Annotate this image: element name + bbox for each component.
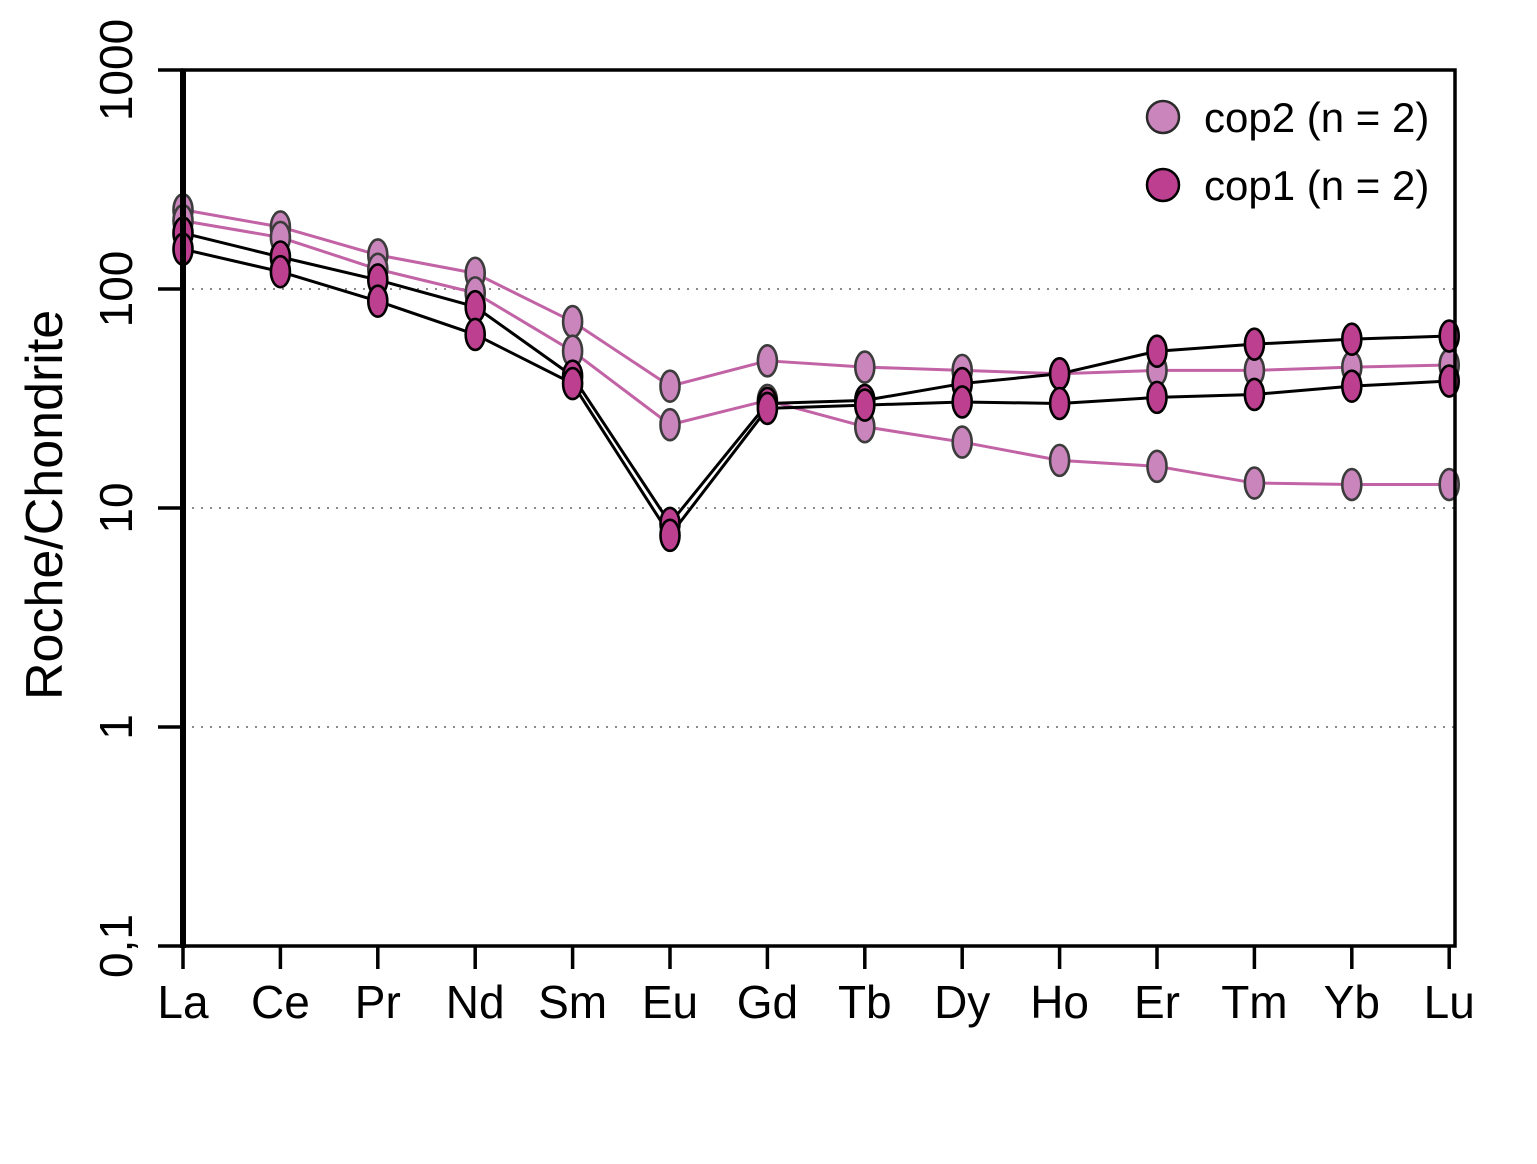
- marker-cop1-Nd: [464, 289, 487, 324]
- y-axis-ticks: [158, 68, 183, 948]
- x-tick-label-Ho: Ho: [1030, 976, 1089, 1028]
- marker-cop1-Tm: [1243, 327, 1266, 361]
- marker-cop1-Dy: [951, 385, 974, 419]
- gridlines: [183, 288, 1455, 728]
- x-axis-ticks: [181, 946, 1451, 969]
- marker-cop1-Sm: [561, 366, 584, 401]
- marker-cop1-Yb: [1341, 369, 1363, 403]
- y-axis-labels: 1000 100 10 1 0,1: [90, 19, 142, 978]
- marker-cop2-Eu: [659, 369, 681, 403]
- marker-cop1-Ho: [1048, 357, 1071, 391]
- x-tick-label-La: La: [157, 976, 209, 1028]
- x-tick-label-Ce: Ce: [251, 976, 310, 1028]
- x-tick-label-Tb: Tb: [838, 976, 892, 1028]
- x-tick-label-Yb: Yb: [1324, 976, 1380, 1028]
- series-line-cop1-sample-2: [182, 247, 1450, 537]
- x-tick-label-Er: Er: [1134, 976, 1180, 1028]
- marker-cop2-Er: [1146, 449, 1168, 484]
- marker-cop1-Tm: [1243, 377, 1266, 412]
- series-line-cop2-sample-1: [182, 208, 1450, 388]
- legend-marker-cop2-icon: [1145, 99, 1181, 135]
- x-tick-label-Pr: Pr: [355, 976, 401, 1028]
- x-tick-label-Lu: Lu: [1424, 976, 1475, 1028]
- series-line-cop2-sample-2: [182, 219, 1450, 487]
- marker-cop2-Ho: [1048, 443, 1071, 478]
- y-axis-title: Roche/Chondrite: [16, 310, 74, 700]
- x-tick-label-Dy: Dy: [934, 976, 990, 1028]
- x-tick-label-Gd: Gd: [737, 976, 798, 1028]
- legend-label-cop1: cop1 (n = 2): [1204, 162, 1429, 209]
- marker-cop1-Pr: [366, 284, 389, 318]
- legend: cop2 (n = 2) cop1 (n = 2): [1145, 94, 1429, 209]
- marker-cop1-Yb: [1341, 322, 1363, 356]
- legend-label-cop2: cop2 (n = 2): [1204, 94, 1429, 141]
- marker-cop1-Tb: [853, 388, 876, 422]
- marker-cop1-Ce: [269, 254, 292, 289]
- marker-cop1-Er: [1146, 380, 1168, 415]
- y-tick-label-1: 1: [90, 714, 142, 740]
- marker-cop2-Sm: [561, 304, 584, 339]
- series-line-cop1-sample-1: [182, 231, 1450, 525]
- data-point-markers: [172, 192, 1460, 553]
- x-tick-label-Tm: Tm: [1221, 976, 1287, 1028]
- marker-cop1-Eu: [659, 518, 681, 553]
- x-tick-label-Sm: Sm: [538, 976, 607, 1028]
- marker-cop1-Ho: [1048, 386, 1071, 421]
- marker-cop2-Eu: [659, 407, 681, 442]
- marker-cop1-Nd: [464, 317, 487, 352]
- y-tick-label-1000: 1000: [90, 19, 142, 121]
- marker-cop1-Gd: [756, 391, 779, 426]
- y-tick-label-100: 100: [90, 251, 142, 328]
- marker-cop2-Dy: [951, 425, 974, 459]
- marker-cop1-Er: [1146, 334, 1168, 368]
- marker-cop2-Yb: [1341, 467, 1363, 502]
- x-axis-labels: La Ce Pr Nd Sm Eu Gd Tb Dy Ho Er Tm Yb Lu: [157, 976, 1474, 1028]
- marker-cop2-Gd: [756, 344, 779, 378]
- legend-marker-cop1-icon: [1145, 167, 1181, 203]
- marker-cop2-Tb: [853, 350, 876, 384]
- x-tick-label-Nd: Nd: [446, 976, 505, 1028]
- x-tick-label-Eu: Eu: [642, 976, 698, 1028]
- marker-cop2-Tm: [1243, 466, 1266, 500]
- series-lines: [182, 208, 1450, 537]
- y-tick-label-0,1: 0,1: [90, 914, 142, 978]
- y-tick-label-10: 10: [90, 482, 142, 533]
